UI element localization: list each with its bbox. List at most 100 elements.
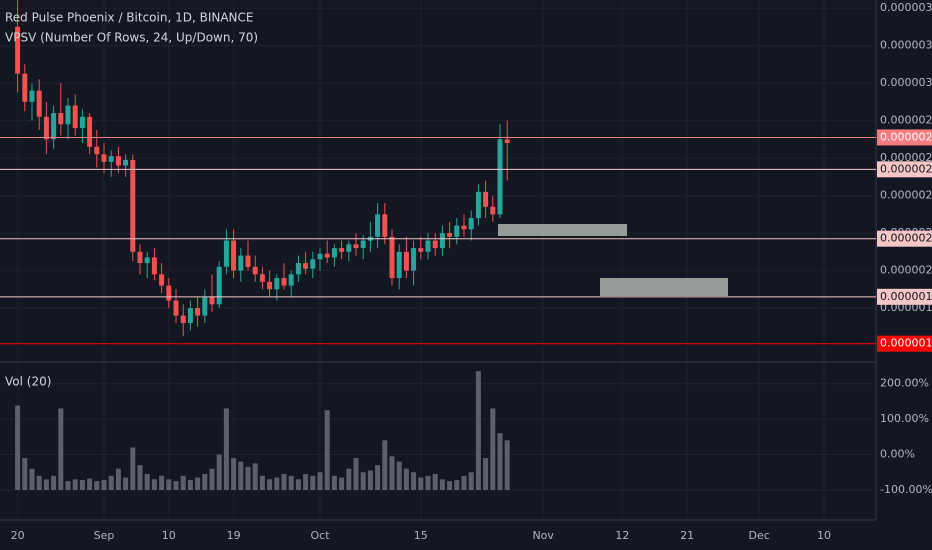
volume-bar bbox=[346, 468, 352, 490]
candle-body bbox=[187, 308, 193, 324]
volume-bar bbox=[389, 456, 395, 490]
volume-bar bbox=[375, 465, 381, 490]
candle-body bbox=[245, 255, 251, 267]
candle-body bbox=[209, 296, 215, 305]
candle-body bbox=[331, 248, 337, 258]
candle-body bbox=[317, 253, 323, 260]
price-label-bg bbox=[877, 230, 932, 247]
candle-body bbox=[339, 248, 345, 252]
volume-bar bbox=[295, 479, 301, 490]
price-label: 0.00000186 bbox=[880, 290, 932, 303]
y2-tick-label: -100.00% bbox=[880, 483, 932, 496]
candle-body bbox=[439, 233, 445, 249]
price-label: 0.00000271 bbox=[880, 130, 932, 143]
candle-body bbox=[353, 244, 359, 249]
y-tick-label: 0.00000260 bbox=[880, 151, 932, 164]
candle-body bbox=[173, 300, 179, 316]
price-label-bg bbox=[877, 335, 932, 352]
price-label-bg bbox=[877, 129, 932, 146]
price-label: 0.00000217 bbox=[880, 232, 932, 245]
candle-body bbox=[274, 278, 280, 290]
volume-bar bbox=[403, 468, 409, 490]
volume-bar bbox=[504, 440, 510, 490]
volume-bar bbox=[382, 440, 388, 490]
candle-body bbox=[51, 113, 57, 140]
candle-body bbox=[108, 156, 114, 162]
volume-bar bbox=[123, 477, 129, 490]
volume-bar bbox=[432, 474, 438, 490]
volume-bar bbox=[130, 447, 136, 490]
volume-bar bbox=[87, 478, 93, 490]
candle-body bbox=[447, 233, 453, 237]
volume-bar bbox=[115, 468, 121, 490]
candle-body bbox=[43, 116, 49, 140]
candle-body bbox=[123, 159, 129, 166]
y2-tick-label: 200.00% bbox=[880, 377, 929, 390]
candle-body bbox=[504, 139, 510, 144]
candle-body bbox=[79, 116, 85, 129]
candle-body bbox=[252, 266, 258, 275]
volume-bar bbox=[223, 408, 229, 490]
candle-body bbox=[396, 251, 402, 279]
y-tick-label: 0.00000300 bbox=[880, 76, 932, 89]
volume-bar bbox=[79, 480, 85, 490]
volume-bar bbox=[360, 472, 366, 490]
candle-body bbox=[87, 116, 93, 147]
candle-body bbox=[360, 240, 366, 249]
x-tick-label: 20 bbox=[11, 529, 25, 542]
candle-body bbox=[202, 296, 208, 316]
price-label-bg bbox=[877, 161, 932, 178]
volume-bar bbox=[72, 479, 78, 490]
y-tick-label: 0.00000340 bbox=[880, 1, 932, 14]
volume-bar bbox=[310, 475, 316, 490]
candle-body bbox=[411, 248, 417, 271]
candle-body bbox=[151, 257, 157, 275]
chart-title: Red Pulse Phoenix / Bitcoin, 1D, BINANCE bbox=[5, 11, 253, 25]
volume-bar bbox=[490, 408, 496, 490]
volume-bar bbox=[303, 474, 309, 490]
candle-body bbox=[267, 281, 273, 290]
candle-body bbox=[36, 90, 42, 117]
volume-bar bbox=[209, 468, 215, 490]
candle-body bbox=[454, 225, 460, 237]
candle-body bbox=[137, 251, 143, 264]
candle-body bbox=[382, 214, 388, 237]
candle-body bbox=[403, 251, 409, 271]
x-tick-label: Oct bbox=[310, 529, 330, 542]
volume-bar bbox=[159, 475, 165, 490]
candle-body bbox=[324, 253, 330, 258]
volume-bar bbox=[101, 480, 107, 490]
volume-bar bbox=[267, 479, 273, 490]
x-tick-label: 10 bbox=[162, 529, 176, 542]
volume-bar bbox=[43, 479, 49, 490]
candle-body bbox=[166, 285, 172, 301]
y2-tick-label: 0.00% bbox=[880, 448, 915, 461]
volume-profile-box bbox=[600, 278, 728, 296]
volume-bar bbox=[339, 477, 345, 490]
volume-bar bbox=[108, 475, 114, 490]
volume-bar bbox=[58, 408, 64, 490]
volume-bar bbox=[331, 475, 337, 490]
volume-bar bbox=[180, 475, 186, 490]
volume-bar bbox=[367, 470, 373, 490]
volume-bar bbox=[324, 410, 330, 490]
volume-bar bbox=[202, 474, 208, 490]
candle-body bbox=[259, 274, 265, 282]
volume-bar bbox=[468, 472, 474, 490]
volume-bar bbox=[418, 477, 424, 490]
candle-body bbox=[115, 156, 121, 166]
candle-body bbox=[159, 274, 165, 286]
volume-profile-box bbox=[498, 224, 627, 236]
volume-bar bbox=[475, 371, 481, 490]
candle-body bbox=[375, 214, 381, 237]
volume-bar bbox=[396, 461, 402, 490]
candle-body bbox=[101, 154, 107, 162]
candle-body bbox=[130, 159, 136, 252]
volume-bar bbox=[151, 479, 157, 490]
volume-bar bbox=[238, 461, 244, 490]
x-tick-label: Dec bbox=[749, 529, 770, 542]
volume-bar bbox=[231, 458, 237, 490]
x-tick-label: 19 bbox=[227, 529, 241, 542]
